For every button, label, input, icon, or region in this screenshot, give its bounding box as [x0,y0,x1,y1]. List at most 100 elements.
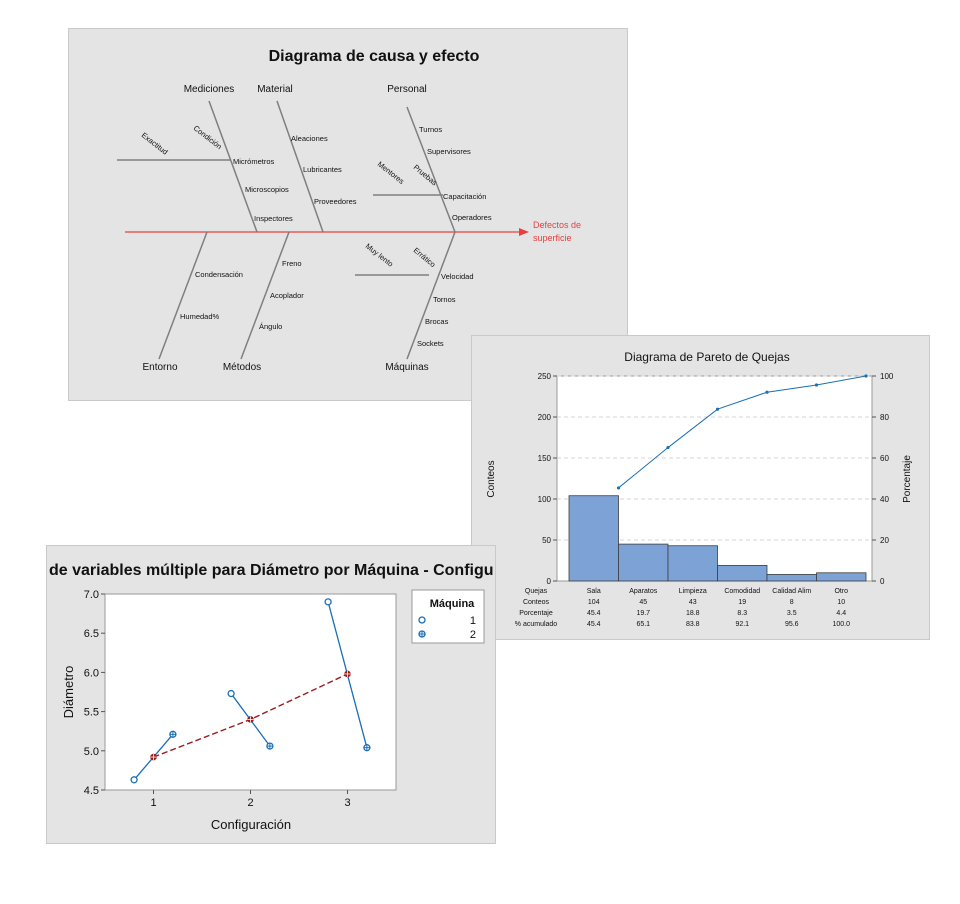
bone-metodos [240,231,290,360]
pareto-table-cell: 3.5 [787,610,797,617]
cat-personal: Personal [387,84,426,95]
pareto-category-label: Calidad Alim [772,588,811,595]
pareto-left-tick-label: 100 [538,495,552,504]
cause-micrometros: Micrómetros [233,157,275,166]
cat-material: Material [257,84,293,95]
cause-tornos: Tornos [433,295,456,304]
cause-lubricantes: Lubricantes [303,165,342,174]
fishbone-title: Diagrama de causa y efecto [269,48,480,65]
pareto-right-tick-label: 40 [880,495,889,504]
pareto-right-tick-label: 0 [880,577,885,586]
pareto-table-cell: 8 [790,599,794,606]
cat-mediciones: Mediciones [184,84,235,95]
pareto-left-tick-label: 50 [542,536,551,545]
fishbone-diagram: Diagrama de causa y efecto Defectos de s… [117,48,581,373]
multivari-panel: de variables múltiple para Diámetro por … [46,545,496,844]
fishbone-panel: Diagrama de causa y efecto Defectos de s… [68,28,628,401]
pareto-cumulative-point [616,486,621,490]
pareto-cumulative-point [864,374,868,378]
pareto-category-label: Otro [834,588,848,595]
pareto-table-cell: 8.3 [737,610,747,617]
bone-entorno [158,231,208,360]
pareto-row-label-2: % acumulado [515,621,558,628]
cause-microscopios: Microscopios [245,185,289,194]
pareto-bar [618,543,669,582]
cause-turnos: Turnos [419,125,442,134]
cause-brocas: Brocas [425,317,449,326]
pareto-chart: Diagrama de Pareto de Quejas Conteos Por… [486,350,913,628]
pareto-xlabel: Quejas [525,588,548,595]
pareto-cumulative-point [765,390,769,394]
multivari-ylabel: Diámetro [61,666,76,719]
pareto-table-cell: 95.6 [785,621,799,628]
multivari-y-tick-label: 5.0 [84,746,99,758]
pareto-category-label: Aparatos [629,588,658,595]
pareto-table-cell: 65.1 [636,621,650,628]
multivari-y-tick-label: 5.5 [84,707,99,719]
cat-maquinas: Máquinas [385,362,428,373]
pareto-cumulative-point [666,445,670,450]
multivari-chart: de variables múltiple para Diámetro por … [49,562,494,832]
pareto-cumulative-point [715,407,720,411]
sub-mentores: Mentores [376,159,406,185]
cause-condensacion: Condensación [195,270,243,279]
sub-muy-lento: Muy lento [364,241,395,268]
pareto-table-cell: 100.0 [832,621,850,628]
multivari-y-tick-label: 7.0 [84,589,99,601]
cause-supervisores: Supervisores [427,147,471,156]
sub-erratico: Errático [412,246,438,270]
pareto-table-cell: 43 [689,599,697,606]
pareto-category-label: Sala [587,588,601,595]
pareto-right-tick-label: 60 [880,454,889,463]
pareto-cumulative-line [618,375,867,489]
cause-sockets: Sockets [417,339,444,348]
pareto-table-cell: 4.4 [836,610,846,617]
pareto-right-tick-label: 20 [880,536,889,545]
cat-entorno: Entorno [142,362,177,373]
pareto-row-label-0: Conteos [523,599,550,606]
bone-maquinas [406,231,456,360]
pareto-right-tick-label: 100 [880,372,894,381]
multivari-point-maquina-1 [227,689,235,698]
pareto-left-tick-label: 0 [547,577,552,586]
cause-velocidad: Velocidad [441,272,474,281]
pareto-left-tick-label: 200 [538,413,552,422]
cause-acoplador: Acoplador [270,291,304,300]
pareto-row-label-1: Porcentaje [519,610,553,617]
multivari-x-tick-label: 1 [150,797,156,809]
pareto-title: Diagrama de Pareto de Quejas [624,350,789,364]
cause-inspectores: Inspectores [254,214,293,223]
effect-line-1: Defectos de [533,220,581,230]
multivari-y-tick-label: 6.0 [84,667,99,679]
pareto-table-cell: 45.4 [587,610,601,617]
legend-marker-1 [418,616,426,624]
pareto-left-tick-label: 150 [538,454,552,463]
pareto-cumulative-point [814,383,819,387]
sub-exactitud: Exactitud [140,130,170,156]
multivari-y-tick-label: 6.5 [84,628,99,640]
legend-title: Máquina [430,598,475,610]
multivari-xlabel: Configuración [211,817,291,832]
multivari-x-tick-label: 2 [247,797,253,809]
bone-mediciones [208,100,258,233]
multivari-title: de variables múltiple para Diámetro por … [49,562,494,579]
pareto-table-cell: 104 [588,599,600,606]
pareto-table-cell: 92.1 [735,621,749,628]
pareto-bar [816,572,867,582]
bone-material [276,100,324,233]
pareto-bar [568,495,619,582]
pareto-table-cell: 10 [837,599,845,606]
multivari-point-maquina-1 [324,598,332,606]
pareto-category-label: Limpieza [679,588,707,595]
cause-freno: Freno [282,259,302,268]
cause-capacitacion: Capacitación [443,192,486,201]
pareto-table-cell: 45 [639,599,647,606]
effect-line-2: superficie [533,233,572,243]
pareto-table-cell: 19 [738,599,746,606]
cause-aleaciones: Aleaciones [291,134,328,143]
multivari-point-maquina-1 [130,776,138,784]
cause-humedad: Humedad% [180,312,220,321]
pareto-table-cell: 45.4 [587,621,601,628]
multivari-x-tick-label: 3 [344,797,350,809]
cat-metodos: Métodos [223,362,261,373]
